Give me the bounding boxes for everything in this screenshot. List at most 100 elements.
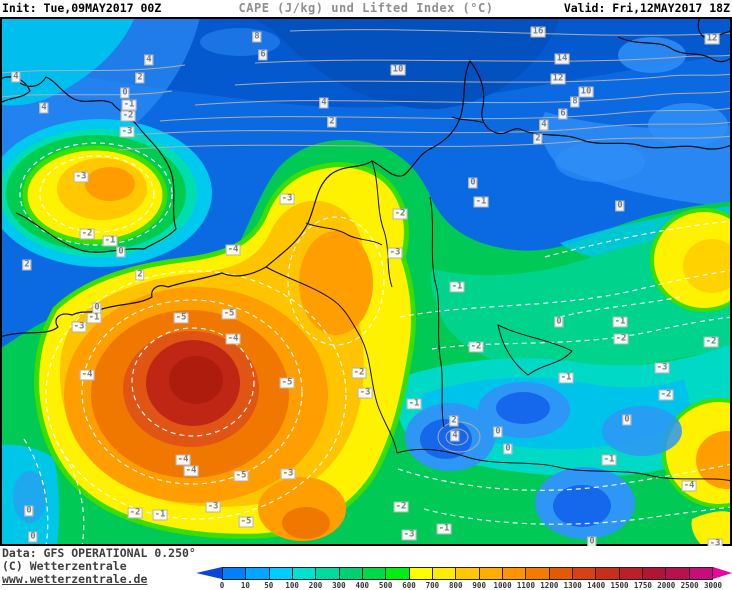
colorbar-ticks: 0 10 50 100 200 300 400 500 600 700 800 900 1000 1100… [219,581,722,590]
colorbar-segment [572,568,597,579]
colorbar-tick-label: 800 [449,581,463,590]
li-label: -3 [73,171,89,183]
data-source-label: Data: GFS OPERATIONAL 0.250° [2,546,196,560]
weather-map: 8 6 4 2 0 -1 -2 -3 4 4 4 2 16 14 12 12 10 10 8 6 4 2 0 -1 -2 -3 0-… [0,17,732,546]
colorbar-segment [456,568,480,579]
li-label: -1 [436,523,452,535]
colorbar-tick-label: 500 [378,581,393,590]
li-label: -1 [612,316,628,328]
colorbar-segments [222,567,713,580]
li-label: -4 [175,454,191,466]
colorbar-segment [223,568,247,579]
colorbar-segment [689,568,712,579]
colorbar-tick-label: 1400 [587,581,606,590]
footer-bar: Data: GFS OPERATIONAL 0.250° (C) Wetterz… [0,546,732,590]
colorbar-tick-label: 900 [472,581,486,590]
colorbar-segment [339,568,363,579]
map-frame [0,17,732,546]
colorbar-segment [666,568,690,579]
colorbar-segment [292,568,317,579]
li-label: -5 [173,312,189,324]
cape-fill-layer [0,17,732,546]
li-label: -2 [127,507,143,519]
li-label: 4 [11,71,21,83]
li-label: 12 [550,73,566,85]
colorbar-segment [596,568,620,579]
li-label: -5 [233,470,249,482]
li-label: -5 [238,516,254,528]
li-label: 14 [554,53,570,65]
li-label: -1 [601,454,617,466]
li-label: -3 [401,529,417,541]
li-label: 2 [327,116,337,128]
li-label: -4 [225,244,241,256]
li-label: -5 [221,308,237,320]
li-label: -1 [152,509,168,521]
li-label: -4 [681,480,697,492]
li-label: 0 [493,426,503,438]
li-label: -3 [707,538,723,546]
li-label: -2 [393,501,409,513]
colorbar-segment [269,568,293,579]
website-link[interactable]: www.wetterzentrale.de [2,572,148,586]
li-label: 2 [22,259,32,271]
colorbar-segment [432,568,457,579]
li-label: 0 [120,87,130,99]
li-label: -4 [183,465,199,477]
colorbar-tick-label: 300 [332,581,346,590]
li-label: -2 [79,228,95,240]
colorbar-segment [246,568,270,579]
li-label: -3 [387,247,403,259]
colorbar-tick-label: 2000 [657,581,676,590]
li-label: 2 [135,72,145,84]
li-label: -3 [654,362,670,374]
colorbar-right-arrow [713,567,732,579]
li-label: 16 [530,26,546,38]
li-label: 4 [450,430,460,442]
li-label: -3 [71,321,87,333]
li-label: -2 [468,341,484,353]
li-label: -1 [406,398,422,410]
li-label: 0 [24,505,34,517]
colorbar-segment [642,568,667,579]
li-label: -3 [279,193,295,205]
li-label: 2 [533,133,543,145]
colorbar-tick-label: 10 [240,581,250,590]
li-label: -2 [392,208,408,220]
li-label: -3 [280,468,296,480]
colorbar-tick-label: 50 [264,581,274,590]
colorbar-tick-label: 0 [219,581,225,590]
li-label: -1 [121,99,137,111]
li-label: 0 [28,531,38,543]
li-label: -3 [119,126,135,138]
li-label: 4 [319,97,329,109]
li-label: -1 [473,196,489,208]
colorbar-tick-label: 100 [285,581,299,590]
colorbar-segment [409,568,433,579]
li-label: 0 [116,246,126,258]
li-label: 0 [503,443,513,455]
header-bar: Init: Tue,09MAY2017 00Z CAPE (J/kg) und … [0,0,732,17]
colorbar-segment [549,568,573,579]
colorbar-left-arrow [196,567,222,579]
colorbar-segment [362,568,387,579]
li-label: 0 [622,414,632,426]
colorbar-tick-label: 2500 [680,581,699,590]
li-label: -2 [351,367,367,379]
colorbar-segment [479,568,503,579]
li-label: 10 [578,86,594,98]
li-label: 10 [390,64,406,76]
colorbar-segment [316,568,340,579]
credits-block: Data: GFS OPERATIONAL 0.250° (C) Wetterz… [2,547,196,586]
li-label: 4 [144,54,154,66]
valid-time-label: Valid: Fri,12MAY2017 18Z [563,1,730,15]
colorbar-tick-label: 700 [425,581,440,590]
li-label: -2 [613,333,629,345]
colorbar-segment [386,568,410,579]
li-label: -4 [225,333,241,345]
colorbar-tick-label: 3000 [703,581,723,590]
li-label: 2 [135,269,145,281]
colorbar-tick-label: 1000 [493,581,512,590]
colorbar-segment [502,568,527,579]
